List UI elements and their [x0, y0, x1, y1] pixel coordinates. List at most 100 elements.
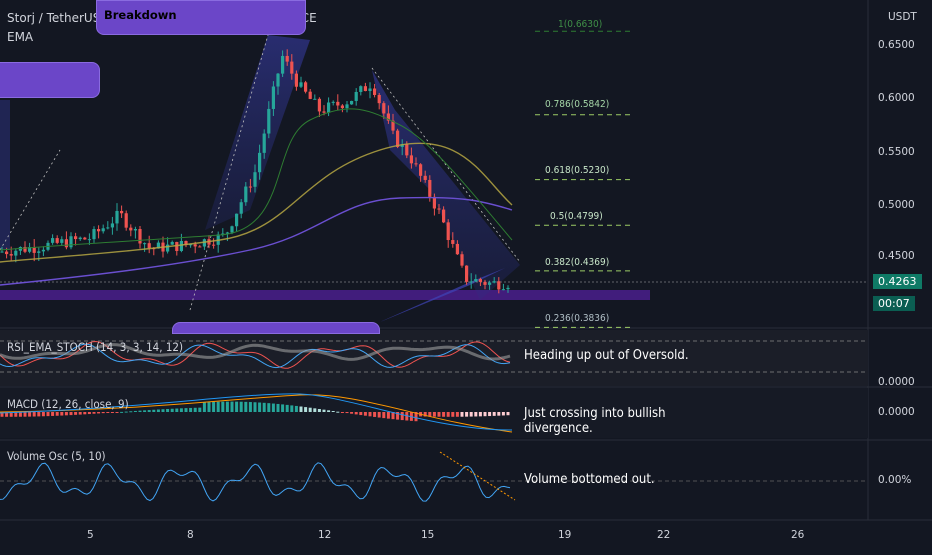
price-tick: 0.5500 — [878, 146, 915, 158]
macd-histogram-bar — [97, 412, 101, 414]
candle-body — [267, 108, 271, 134]
candle-body — [147, 243, 151, 249]
macd-histogram-bar — [340, 412, 344, 413]
candle-body — [488, 282, 492, 285]
time-tick: 15 — [421, 529, 435, 541]
candle-body — [281, 55, 285, 74]
candle-body — [442, 209, 446, 223]
macd-histogram-bar — [18, 412, 22, 417]
candle-body — [239, 202, 243, 214]
macd-histogram-bar — [170, 408, 174, 412]
candle-body — [465, 265, 469, 282]
candle-body — [5, 251, 9, 255]
macd-histogram-bar — [184, 408, 188, 412]
candle-body — [423, 175, 427, 180]
macd-histogram-bar — [359, 412, 363, 416]
macd-histogram-bar — [290, 405, 294, 412]
candle-body — [451, 240, 455, 244]
macd-histogram-bar — [87, 412, 91, 415]
time-tick: 8 — [187, 529, 194, 541]
candle-body — [253, 172, 257, 187]
candle-body — [51, 238, 55, 243]
macd-axis-value: 0.0000 — [878, 406, 915, 418]
candle-body — [501, 289, 505, 291]
macd-pane-title[interactable]: MACD (12, 26, close, 9) — [7, 397, 129, 411]
rsi-stoch-d-line — [0, 343, 511, 369]
candle-body — [202, 239, 206, 247]
candle-body — [327, 102, 331, 113]
macd-histogram-bar — [166, 408, 170, 412]
candle-body — [474, 279, 478, 282]
macd-histogram-bar — [354, 412, 358, 415]
callout-box-bottom[interactable] — [172, 322, 380, 334]
macd-histogram-bar — [501, 412, 505, 416]
left-channel — [0, 100, 10, 250]
macd-histogram-bar — [488, 412, 492, 417]
macd-histogram-bar — [120, 411, 124, 413]
candle-body — [276, 73, 280, 87]
candle-body — [299, 82, 303, 87]
candle-body — [294, 73, 298, 87]
candle-body — [359, 86, 363, 92]
macd-histogram-bar — [336, 411, 340, 413]
ema-long-line — [0, 196, 513, 286]
macd-histogram-bar — [313, 408, 317, 412]
candle-body — [363, 86, 367, 92]
candle-body — [175, 241, 179, 251]
macd-histogram-bar — [446, 412, 450, 417]
callout-box-left[interactable] — [0, 62, 100, 98]
macd-histogram-bar — [299, 406, 303, 412]
candle-body — [340, 105, 344, 109]
fib-label: 0.786(0.5842) — [545, 99, 610, 110]
price-tick: 0.6500 — [878, 39, 915, 51]
macd-histogram-bar — [331, 411, 335, 413]
candle-body — [497, 281, 501, 290]
macd-histogram-bar — [230, 401, 234, 412]
candle-body — [400, 144, 404, 147]
candle-body — [143, 243, 147, 245]
candle-body — [317, 98, 321, 112]
candle-body — [83, 237, 87, 240]
candle-body — [55, 238, 59, 243]
candle-body — [478, 279, 482, 282]
falling-channel — [372, 70, 520, 300]
candle-body — [179, 240, 183, 251]
fib-label: 0.5(0.4799) — [550, 211, 603, 222]
macd-histogram-bar — [437, 412, 441, 417]
macd-histogram-bar — [400, 412, 404, 421]
candle-body — [152, 248, 156, 250]
ema-indicator-label[interactable]: EMA — [7, 30, 34, 44]
macd-histogram-bar — [345, 412, 349, 414]
macd-histogram-bar — [74, 412, 78, 415]
candle-body — [115, 210, 119, 224]
macd-histogram-bar — [382, 412, 386, 419]
candle-body — [446, 222, 450, 241]
candle-body — [248, 186, 252, 188]
candle-body — [212, 244, 216, 246]
fib-label: 0.382(0.4369) — [545, 257, 610, 268]
candle-body — [23, 246, 27, 252]
candle-body — [129, 227, 133, 231]
rsi-pane-title[interactable]: RSI_EMA_STOCH (14, 3, 3, 14, 12) — [7, 340, 184, 354]
candle-body — [304, 82, 308, 92]
macd-histogram-bar — [363, 412, 367, 416]
volosc-pane-title[interactable]: Volume Osc (5, 10) — [7, 449, 106, 463]
macd-histogram-bar — [124, 411, 128, 413]
candle-body — [506, 287, 510, 290]
macd-histogram-bar — [244, 401, 248, 412]
rsi-stoch-k-line — [0, 340, 511, 369]
macd-histogram-bar — [5, 412, 9, 417]
macd-histogram-bar — [258, 402, 262, 412]
candle-body — [74, 236, 78, 240]
candle-body — [313, 98, 317, 100]
macd-histogram-bar — [483, 412, 487, 417]
macd-signal-line — [0, 394, 513, 433]
candle-body — [373, 88, 377, 95]
breakdown-callout[interactable] — [96, 0, 306, 35]
macd-histogram-bar — [262, 402, 266, 412]
macd-histogram-bar — [37, 412, 41, 417]
candle-body — [396, 130, 400, 147]
macd-histogram-bar — [317, 408, 321, 412]
